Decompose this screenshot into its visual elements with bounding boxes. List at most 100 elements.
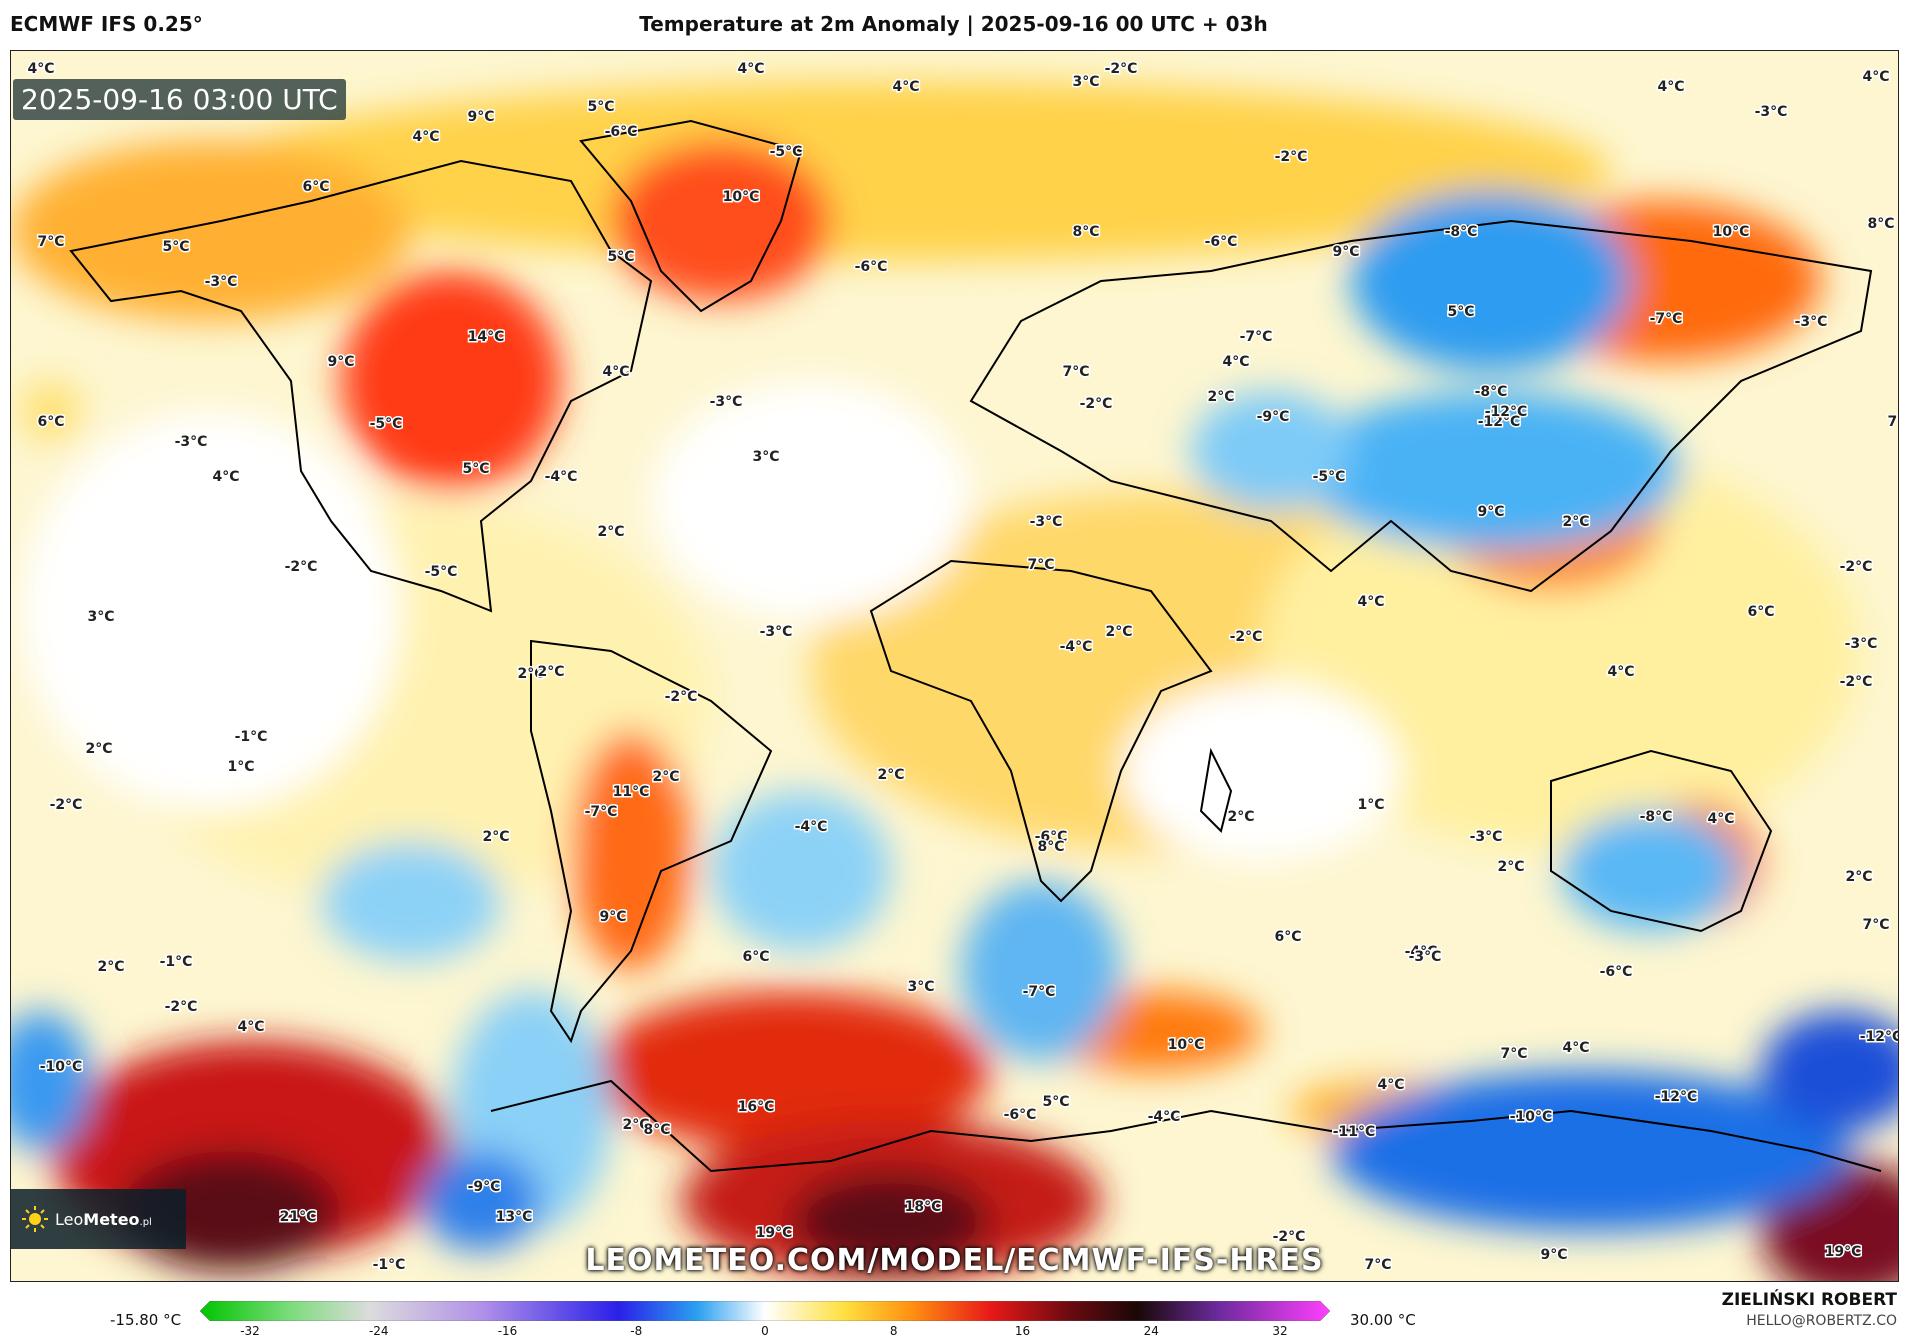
logo-text: LeoMeteo.pl [55,1209,152,1229]
temperature-label: 7°C [1862,917,1889,933]
temperature-label: -2°C [1840,559,1873,575]
map-canvas: 4°C 4°C 4°C 3°C -2°C 4°C 4°C -3°C 9°C 5°C -6°C 4°C -… [11,51,1898,1281]
anomaly-map[interactable]: 4°C 4°C 4°C 3°C -2°C 4°C 4°C -3°C 9°C 5°C -6°C 4°C -… [10,50,1899,1282]
temperature-label: 5°C [1042,1094,1069,1110]
temperature-label: 5°C [462,461,489,477]
temperature-label: -8°C [1640,809,1673,825]
temperature-label: 4°C [1707,811,1734,827]
temperature-label: 4°C [237,1019,264,1035]
temperature-label: 8°C [1867,216,1894,232]
temperature-label: -6°C [1035,829,1068,845]
temperature-label: 6°C [302,179,329,195]
temperature-label: -7°C [1650,311,1683,327]
temperature-label: -3°C [1845,636,1878,652]
temperature-label: 2°C [517,666,544,682]
colorbar-tick: 16 [1014,1324,1031,1338]
temperature-label: -1°C [373,1257,406,1273]
temperature-label: -3°C [1755,104,1788,120]
temperature-label: 2°C [537,664,564,680]
temperature-label: 2°C [1105,624,1132,640]
temperature-label: 8°C [1072,224,1099,240]
temperature-label: -3°C [710,394,743,410]
temperature-label: 7°C [1062,364,1089,380]
source-url[interactable]: LEOMETEO.COM/MODEL/ECMWF-IFS-HRES [585,1243,1324,1278]
temperature-label: -8°C [1475,384,1508,400]
temperature-label: 7°C [1887,414,1898,430]
temperature-label: 9°C [1540,1247,1567,1263]
temperature-label: 4°C [1607,664,1634,680]
temperature-label: 4°C [412,129,439,145]
temperature-label: 1°C [1357,797,1384,813]
temperature-label: 14°C [468,329,505,345]
colorbar-min-label: -15.80 °C [110,1311,182,1329]
temperature-label: -12°C [1485,404,1528,420]
temperature-label: -3°C [1795,314,1828,330]
temperature-label: 9°C [1332,244,1359,260]
temperature-label: -3°C [1409,949,1442,965]
temperature-label: 6°C [1274,929,1301,945]
temperature-label: -2°C [165,999,198,1015]
temperature-label: -2°C [50,797,83,813]
temperature-label: 3°C [1072,74,1099,90]
temperature-label: 9°C [599,909,626,925]
temperature-label: 8°C [643,1122,670,1138]
temperature-label: 18°C [905,1199,942,1215]
valid-time-badge: 2025-09-16 03:00 UTC [13,79,346,120]
temperature-label: 13°C [496,1209,533,1225]
temperature-label: -12°C [1860,1029,1898,1045]
temperature-label: -3°C [205,274,238,290]
temperature-label: 7°C [37,234,64,250]
temperature-label: 1°C [227,759,254,775]
temperature-label: -4°C [1060,639,1093,655]
temperature-label: -3°C [760,624,793,640]
author-credit: ZIELIŃSKI ROBERT [1721,1290,1897,1310]
temperature-label: 6°C [37,414,64,430]
temperature-label: 5°C [162,239,189,255]
temperature-label: 11°C [613,784,650,800]
temperature-label: 4°C [1862,69,1889,85]
temperature-label: -2°C [285,559,318,575]
author-email[interactable]: HELLO@ROBERTZ.CO [1746,1313,1897,1329]
temperature-label: 19°C [1825,1244,1862,1260]
colorbar-tick: 32 [1272,1324,1288,1338]
leometeo-logo[interactable]: LeoMeteo.pl [11,1189,186,1249]
colorbar-tick: -16 [497,1324,518,1338]
temperature-label: -10°C [40,1059,83,1075]
temperature-label: 7°C [1364,1257,1391,1273]
colorbar [200,1301,1330,1321]
temperature-label: 9°C [1477,504,1504,520]
temperature-label: 2°C [652,769,679,785]
temperature-label: -5°C [1313,469,1346,485]
temperature-label: 10°C [723,189,760,205]
temperature-label: 3°C [907,979,934,995]
temperature-label: 4°C [1377,1077,1404,1093]
temperature-label: -2°C [665,689,698,705]
temperature-label: -4°C [795,819,828,835]
temperature-label: 5°C [1447,304,1474,320]
temperature-label: 2°C [97,959,124,975]
temperature-label: -2°C [1273,1229,1306,1245]
colorbar-max-label: 30.00 °C [1350,1311,1416,1329]
temperature-label: -6°C [1004,1107,1037,1123]
temperature-label: 10°C [1168,1037,1205,1053]
temperature-label: 2°C [85,741,112,757]
temperature-label: 10°C [1713,224,1750,240]
temperature-label: 16°C [738,1099,775,1115]
temperature-label: -6°C [855,259,888,275]
temperature-label: 4°C [892,79,919,95]
temperature-label: 4°C [1222,354,1249,370]
colorbar-tick: -24 [368,1324,389,1338]
temperature-label: -2°C [1230,629,1263,645]
temperature-label: 2°C [877,767,904,783]
sun-icon [22,1206,48,1232]
colorbar-tick: -8 [630,1324,643,1338]
temperature-label: -3°C [175,434,208,450]
temperature-label: -9°C [1257,409,1290,425]
temperature-label: 4°C [602,364,629,380]
coastlines [69,119,1882,1173]
temperature-label: 4°C [737,61,764,77]
temperature-label: 2°C [597,524,624,540]
temperature-label: -6°C [605,124,638,140]
temperature-label: -6°C [1205,234,1238,250]
temperature-label: 2°C [622,1117,649,1133]
